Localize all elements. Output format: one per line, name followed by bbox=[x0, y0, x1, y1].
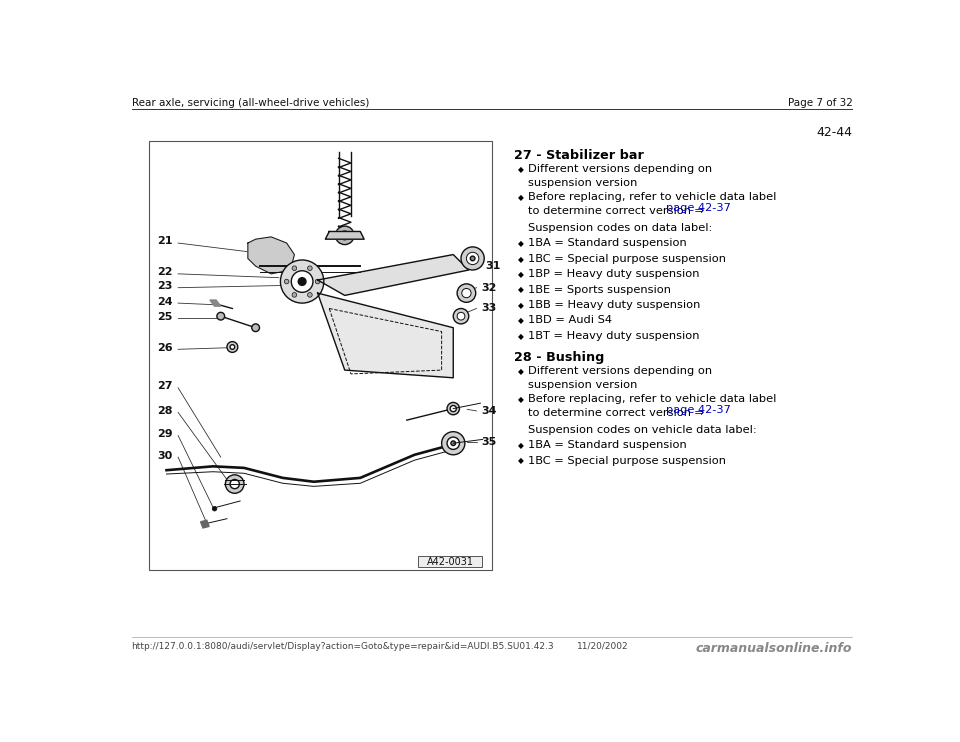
Text: Different versions depending on
suspension version: Different versions depending on suspensi… bbox=[528, 165, 711, 188]
Text: ◆: ◆ bbox=[518, 332, 524, 341]
Text: ◆: ◆ bbox=[518, 270, 524, 279]
Text: 31: 31 bbox=[486, 261, 501, 271]
Text: Before replacing, refer to vehicle data label
to determine correct version ⇒: Before replacing, refer to vehicle data … bbox=[528, 192, 776, 216]
Bar bbox=[150, 142, 492, 571]
Text: Rear axle, servicing (all-wheel-drive vehicles): Rear axle, servicing (all-wheel-drive ve… bbox=[132, 98, 369, 108]
Text: 1BD = Audi S4: 1BD = Audi S4 bbox=[528, 315, 612, 326]
Circle shape bbox=[252, 324, 259, 332]
Text: 1BA = Standard suspension: 1BA = Standard suspension bbox=[528, 440, 686, 450]
Circle shape bbox=[226, 475, 244, 493]
Text: page 42-37: page 42-37 bbox=[665, 404, 731, 415]
Text: 32: 32 bbox=[481, 283, 496, 292]
Text: ◆: ◆ bbox=[518, 286, 524, 295]
Text: 21: 21 bbox=[157, 237, 173, 246]
Circle shape bbox=[462, 289, 471, 298]
Circle shape bbox=[461, 247, 484, 270]
Text: 26: 26 bbox=[157, 343, 173, 352]
Text: 28 - Bushing: 28 - Bushing bbox=[514, 351, 604, 364]
Text: 30: 30 bbox=[157, 450, 173, 461]
Polygon shape bbox=[318, 293, 453, 378]
Circle shape bbox=[335, 226, 354, 245]
Text: 1BC = Special purpose suspension: 1BC = Special purpose suspension bbox=[528, 456, 726, 465]
Circle shape bbox=[292, 292, 297, 298]
Text: Before replacing, refer to vehicle data label
to determine correct version ⇒: Before replacing, refer to vehicle data … bbox=[528, 394, 776, 418]
Circle shape bbox=[227, 341, 238, 352]
Text: ◆: ◆ bbox=[518, 441, 524, 450]
Circle shape bbox=[212, 506, 217, 511]
Circle shape bbox=[467, 252, 479, 265]
Text: ◆: ◆ bbox=[518, 301, 524, 310]
Text: 24: 24 bbox=[157, 297, 173, 306]
Text: 1BE = Sports suspension: 1BE = Sports suspension bbox=[528, 285, 671, 295]
Circle shape bbox=[450, 406, 456, 412]
Text: 27: 27 bbox=[157, 381, 173, 391]
Text: Different versions depending on
suspension version: Different versions depending on suspensi… bbox=[528, 367, 711, 390]
Text: A42-0031: A42-0031 bbox=[426, 556, 473, 567]
Text: 33: 33 bbox=[481, 303, 496, 313]
Circle shape bbox=[230, 479, 239, 489]
Text: Suspension codes on data label:: Suspension codes on data label: bbox=[528, 223, 712, 233]
Circle shape bbox=[284, 279, 289, 284]
Circle shape bbox=[470, 256, 475, 260]
Circle shape bbox=[307, 266, 312, 271]
Text: ◆: ◆ bbox=[518, 255, 524, 263]
Circle shape bbox=[217, 312, 225, 320]
Circle shape bbox=[453, 309, 468, 324]
Text: page 42-37: page 42-37 bbox=[665, 203, 731, 213]
Text: ◆: ◆ bbox=[518, 239, 524, 248]
Circle shape bbox=[457, 284, 476, 302]
Text: 23: 23 bbox=[157, 281, 173, 291]
Text: Suspension codes on vehicle data label:: Suspension codes on vehicle data label: bbox=[528, 424, 756, 435]
Text: 1BA = Standard suspension: 1BA = Standard suspension bbox=[528, 238, 686, 249]
Text: 22: 22 bbox=[157, 267, 173, 278]
Polygon shape bbox=[248, 237, 295, 274]
Text: carmanualsonline.info: carmanualsonline.info bbox=[696, 642, 852, 655]
Circle shape bbox=[299, 278, 306, 286]
Text: 42-44: 42-44 bbox=[816, 126, 852, 139]
Text: 27 - Stabilizer bar: 27 - Stabilizer bar bbox=[514, 149, 643, 162]
Polygon shape bbox=[210, 300, 221, 306]
Circle shape bbox=[230, 345, 234, 349]
Text: 1BT = Heavy duty suspension: 1BT = Heavy duty suspension bbox=[528, 331, 699, 341]
Circle shape bbox=[447, 402, 460, 415]
Text: 11/20/2002: 11/20/2002 bbox=[577, 642, 629, 651]
Circle shape bbox=[442, 432, 465, 455]
Text: ◆: ◆ bbox=[518, 395, 524, 404]
Text: 28: 28 bbox=[157, 406, 173, 416]
Circle shape bbox=[315, 279, 320, 284]
Text: ◆: ◆ bbox=[518, 316, 524, 325]
Circle shape bbox=[340, 231, 349, 240]
Circle shape bbox=[457, 312, 465, 320]
Polygon shape bbox=[201, 520, 209, 528]
Circle shape bbox=[451, 441, 456, 445]
Text: 1BC = Special purpose suspension: 1BC = Special purpose suspension bbox=[528, 254, 726, 264]
Circle shape bbox=[307, 292, 312, 298]
Circle shape bbox=[447, 437, 460, 450]
Text: ◆: ◆ bbox=[518, 456, 524, 465]
Text: ◆: ◆ bbox=[518, 367, 524, 376]
Text: 1BP = Heavy duty suspension: 1BP = Heavy duty suspension bbox=[528, 269, 699, 279]
Text: 34: 34 bbox=[481, 406, 496, 416]
Circle shape bbox=[280, 260, 324, 303]
Text: 29: 29 bbox=[157, 429, 173, 439]
Polygon shape bbox=[325, 232, 364, 239]
Text: 1BB = Heavy duty suspension: 1BB = Heavy duty suspension bbox=[528, 300, 700, 310]
Bar bbox=[419, 556, 482, 567]
Text: 25: 25 bbox=[157, 312, 173, 322]
Text: http://127.0.0.1:8080/audi/servlet/Display?action=Goto&type=repair&id=AUDI.B5.SU: http://127.0.0.1:8080/audi/servlet/Displ… bbox=[132, 642, 554, 651]
Circle shape bbox=[292, 266, 297, 271]
Text: ◆: ◆ bbox=[518, 165, 524, 174]
Text: ◆: ◆ bbox=[518, 193, 524, 202]
Text: 35: 35 bbox=[481, 437, 496, 447]
Circle shape bbox=[291, 271, 313, 292]
Polygon shape bbox=[318, 255, 468, 295]
Text: Page 7 of 32: Page 7 of 32 bbox=[787, 98, 852, 108]
